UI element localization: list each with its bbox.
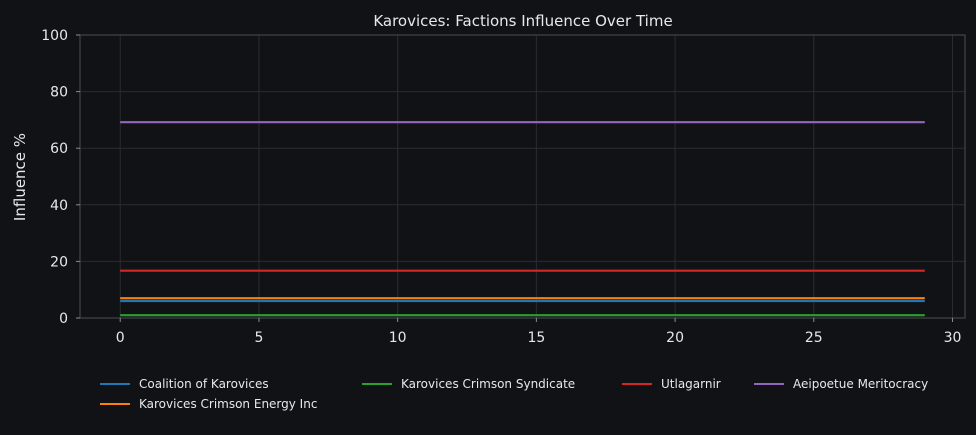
y-tick-label: 20 bbox=[50, 254, 68, 270]
y-axis-label: Influence % bbox=[11, 133, 29, 221]
x-tick-label: 0 bbox=[116, 330, 125, 346]
y-tick-label: 60 bbox=[50, 141, 68, 157]
legend-swatch bbox=[100, 383, 130, 385]
legend-item: Coalition of Karovices bbox=[100, 377, 269, 391]
y-tick-label: 40 bbox=[50, 198, 68, 214]
x-tick-label: 20 bbox=[666, 330, 684, 346]
legend-swatch bbox=[754, 383, 784, 385]
legend-label: Coalition of Karovices bbox=[139, 377, 269, 391]
x-tick-label: 15 bbox=[527, 330, 545, 346]
legend-label: Karovices Crimson Syndicate bbox=[401, 377, 576, 391]
legend-label: Utlagarnir bbox=[661, 377, 721, 391]
y-tick-label: 0 bbox=[59, 311, 68, 327]
legend-swatch bbox=[622, 383, 652, 385]
legend-label: Karovices Crimson Energy Inc bbox=[139, 397, 318, 411]
x-tick-label: 10 bbox=[389, 330, 407, 346]
legend-label: Aeipoetue Meritocracy bbox=[793, 377, 929, 391]
x-tick-label: 30 bbox=[944, 330, 962, 346]
legend-swatch bbox=[100, 403, 130, 405]
legend-item: Utlagarnir bbox=[622, 377, 721, 391]
plot-area bbox=[80, 35, 965, 318]
y-tick-label: 100 bbox=[41, 28, 68, 44]
chart-title: Karovices: Factions Influence Over Time bbox=[373, 12, 672, 30]
legend-swatch bbox=[362, 383, 392, 385]
plot-frame bbox=[79, 34, 966, 319]
legend-item: Karovices Crimson Energy Inc bbox=[100, 397, 317, 411]
x-tick-label: 25 bbox=[805, 330, 823, 346]
legend-item: Karovices Crimson Syndicate bbox=[362, 377, 575, 391]
legend-item: Aeipoetue Meritocracy bbox=[754, 377, 928, 391]
x-tick-label: 5 bbox=[254, 330, 263, 346]
y-tick-label: 80 bbox=[50, 85, 68, 101]
legend: Coalition of Karovices Karovices Crimson … bbox=[100, 377, 960, 421]
